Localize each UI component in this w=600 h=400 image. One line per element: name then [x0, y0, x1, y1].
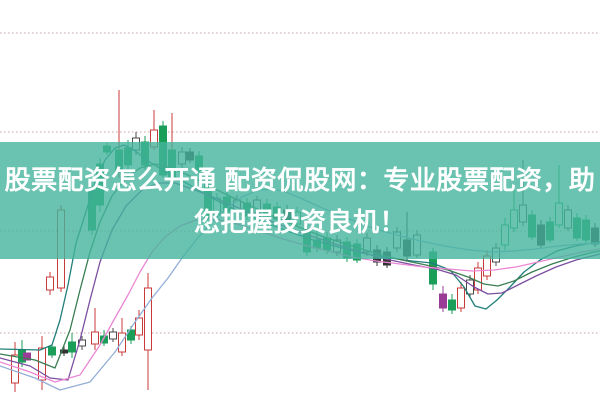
promo-overlay-band: 股票配资怎么开通 配资侃股网：专业股票配资，助 您把握投资良机！	[0, 142, 600, 259]
headline-line-1: 股票配资怎么开通 配资侃股网：专业股票配资，助	[4, 164, 596, 195]
headline-line-2: 您把握投资良机！	[193, 206, 406, 237]
